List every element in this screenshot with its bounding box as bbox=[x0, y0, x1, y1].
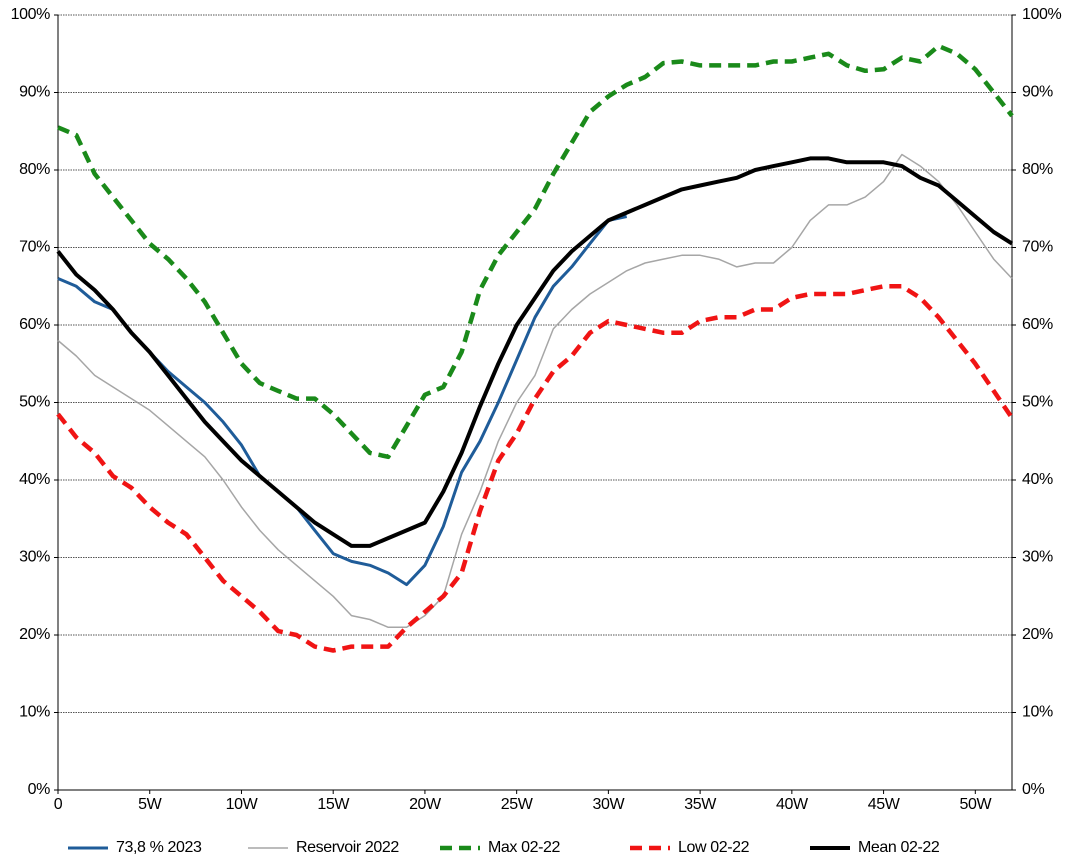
legend-label: Max 02-22 bbox=[488, 839, 560, 856]
legend-label: Mean 02-22 bbox=[858, 839, 940, 856]
y2-tick-label: 30% bbox=[1022, 549, 1053, 566]
y-tick-label: 40% bbox=[19, 471, 50, 488]
series-line bbox=[56, 156, 1014, 548]
x-tick-label: 50W bbox=[959, 796, 992, 813]
y2-tick-label: 50% bbox=[1022, 394, 1053, 411]
y2-tick-label: 90% bbox=[1022, 84, 1053, 101]
legend-label: Low 02-22 bbox=[678, 839, 750, 856]
series-line bbox=[57, 215, 628, 587]
y2-tick-label: 60% bbox=[1022, 316, 1053, 333]
x-tick-label: 10W bbox=[226, 796, 259, 813]
series-line bbox=[57, 43, 1014, 460]
y2-tick-label: 10% bbox=[1022, 704, 1053, 721]
y-tick-label: 10% bbox=[19, 704, 50, 721]
series-line bbox=[56, 284, 1014, 653]
y-tick-label: 30% bbox=[19, 549, 50, 566]
y2-tick-label: 40% bbox=[1022, 471, 1053, 488]
y2-tick-label: 80% bbox=[1022, 161, 1053, 178]
x-tick-label: 0 bbox=[54, 796, 63, 813]
y-tick-label: 0% bbox=[28, 781, 50, 798]
x-tick-label: 40W bbox=[776, 796, 809, 813]
x-tick-label: 20W bbox=[409, 796, 442, 813]
y-tick-label: 60% bbox=[19, 316, 50, 333]
legend-label: 73,8 % 2023 bbox=[116, 839, 202, 856]
y-tick-label: 20% bbox=[19, 626, 50, 643]
x-tick-label: 30W bbox=[593, 796, 626, 813]
y-tick-label: 70% bbox=[19, 239, 50, 256]
x-tick-label: 35W bbox=[684, 796, 717, 813]
y2-tick-label: 0% bbox=[1022, 781, 1044, 798]
y2-tick-label: 20% bbox=[1022, 626, 1053, 643]
legend-label: Reservoir 2022 bbox=[296, 839, 399, 856]
x-tick-label: 25W bbox=[501, 796, 534, 813]
y2-tick-label: 100% bbox=[1022, 6, 1061, 23]
y-tick-label: 100% bbox=[11, 6, 50, 23]
x-tick-label: 5W bbox=[138, 796, 162, 813]
series-line bbox=[57, 153, 1013, 629]
y-tick-label: 90% bbox=[19, 84, 50, 101]
x-tick-label: 15W bbox=[317, 796, 350, 813]
x-tick-label: 45W bbox=[868, 796, 901, 813]
y-tick-label: 50% bbox=[19, 394, 50, 411]
y-tick-label: 80% bbox=[19, 161, 50, 178]
y2-tick-label: 70% bbox=[1022, 239, 1053, 256]
